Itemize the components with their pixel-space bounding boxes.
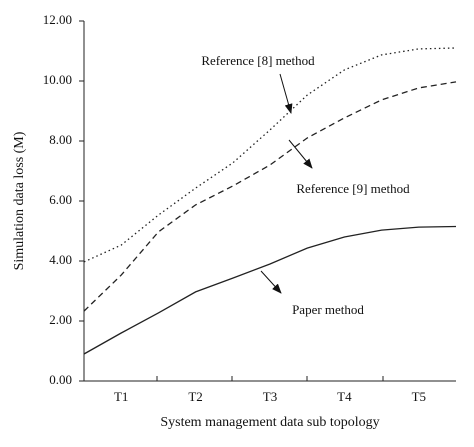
y-tick-label: 8.00 xyxy=(49,132,72,147)
arrow xyxy=(288,139,313,169)
annotation: Reference [9] method xyxy=(296,181,410,196)
annotation: Paper method xyxy=(292,302,364,317)
y-axis-title: Simulation data loss (M) xyxy=(12,131,27,270)
annotation: Reference [8] method xyxy=(201,53,315,68)
series-line xyxy=(83,81,457,312)
arrow xyxy=(260,270,282,294)
series-line xyxy=(83,47,457,263)
x-tick-label: T3 xyxy=(263,389,277,404)
y-tick-label: 0.00 xyxy=(49,372,72,387)
x-tick-label: T2 xyxy=(188,389,202,404)
y-tick-label: 2.00 xyxy=(49,312,72,327)
x-axis-title: System management data sub topology xyxy=(160,415,379,430)
x-tick-label: T4 xyxy=(337,389,352,404)
x-tick-label: T1 xyxy=(114,389,128,404)
series-line xyxy=(83,225,457,355)
x-tick-label: T5 xyxy=(412,389,426,404)
y-tick-label: 10.00 xyxy=(43,72,72,87)
y-tick-label: 4.00 xyxy=(49,252,72,267)
arrow xyxy=(279,73,293,114)
y-tick-label: 6.00 xyxy=(49,192,72,207)
y-tick-label: 12.00 xyxy=(43,12,72,27)
